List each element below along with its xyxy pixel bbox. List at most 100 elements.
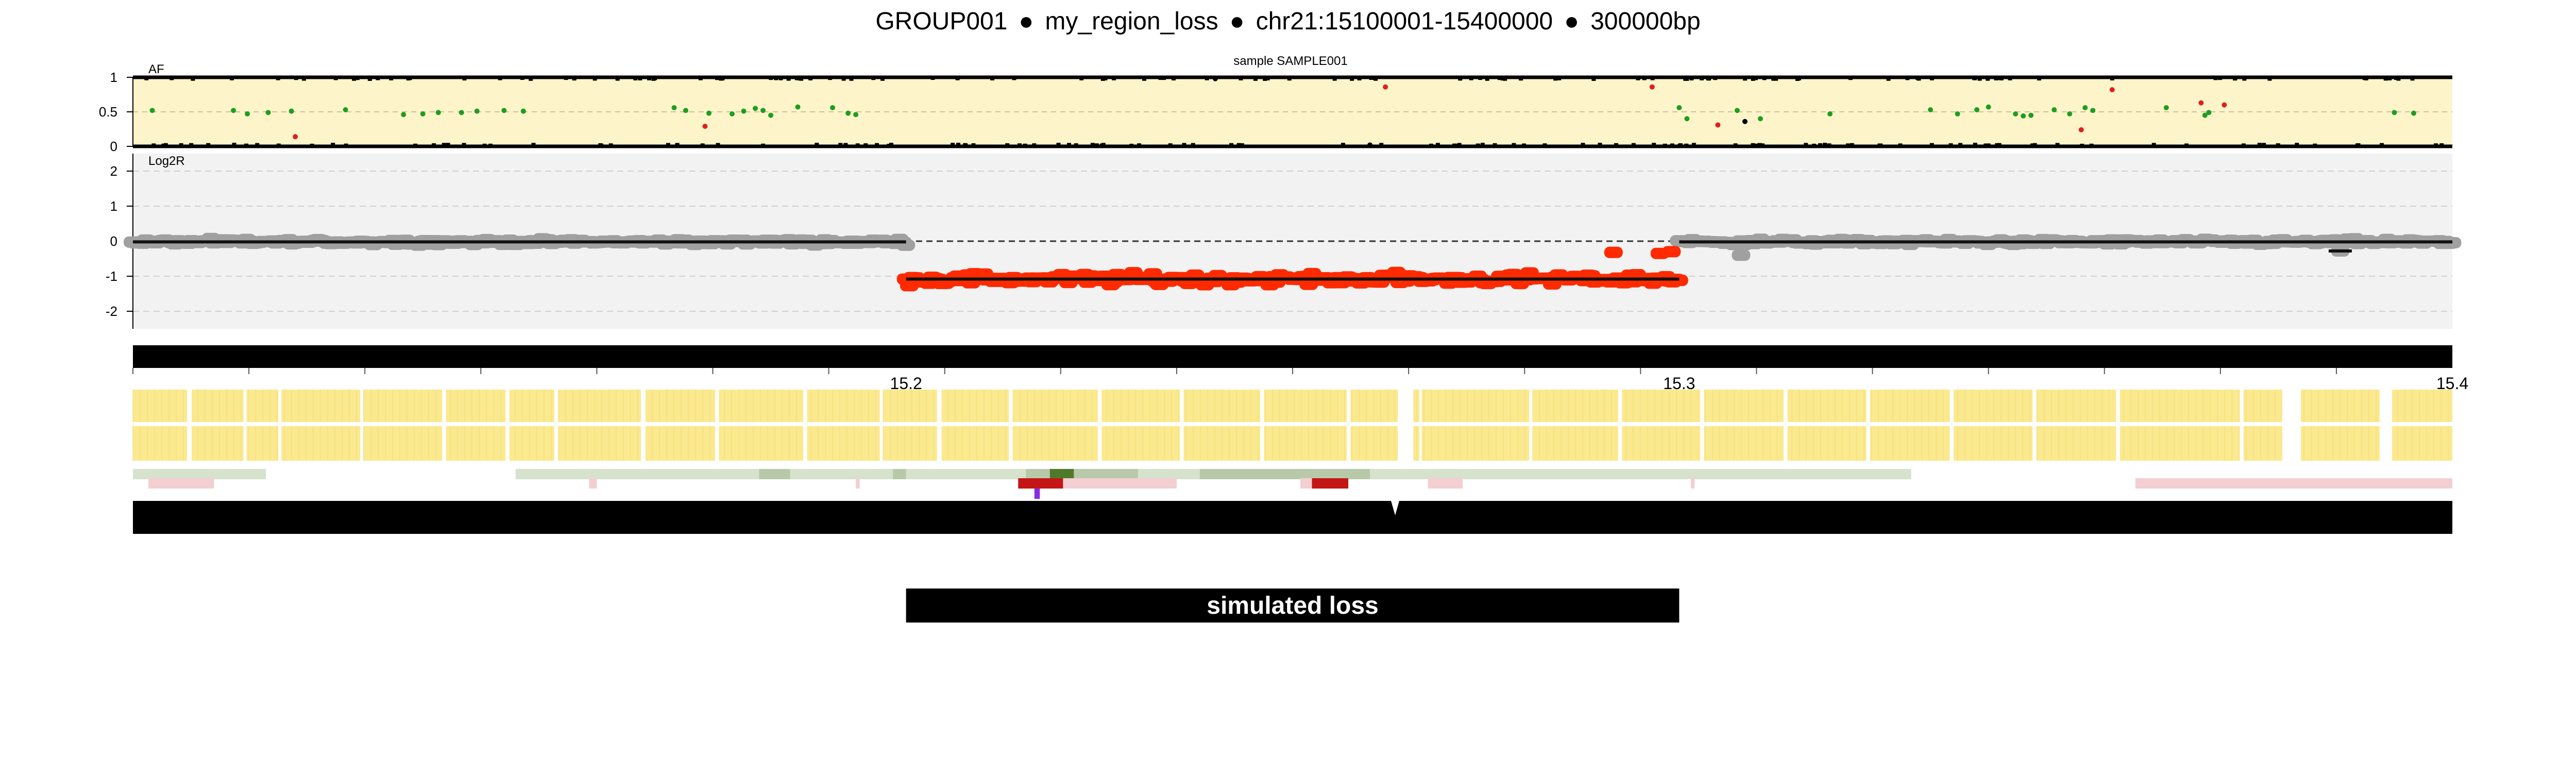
af-odd-point (1383, 84, 1388, 90)
af-hom-point (2313, 143, 2317, 147)
af-hom-point (1753, 77, 1758, 80)
af-hom-point (161, 143, 166, 147)
af-hom-point (1760, 143, 1765, 147)
annotation-pink-band (1149, 478, 1173, 489)
af-hom-point (1182, 143, 1187, 146)
af-hom-point (863, 143, 868, 147)
af-hom-point (2233, 77, 2238, 80)
af-hom-point (1476, 143, 1480, 147)
af-het-point (2392, 110, 2397, 115)
af-hom-point (956, 143, 961, 146)
af-hom-point (1755, 143, 1759, 147)
feature-gap (278, 390, 282, 461)
af-hom-point (774, 77, 778, 80)
af-hom-point (1684, 143, 1689, 147)
af-hom-point (1236, 143, 1241, 146)
af-het-point (2163, 105, 2169, 110)
feature-gap (360, 390, 364, 461)
af-hom-point (355, 77, 360, 80)
af-hom-point (333, 77, 338, 80)
af-hom-point (1137, 143, 1142, 147)
af-het-point (289, 108, 294, 114)
af-hom-point (1636, 77, 1640, 80)
af-hom-point (1485, 77, 1489, 81)
af-hom-point (564, 77, 568, 80)
af-odd-point (702, 124, 708, 129)
group-label: GROUP001 (875, 8, 1008, 35)
title-separator: ● (1229, 8, 1245, 35)
af-hom-point (1458, 77, 1463, 81)
feature-gap (187, 390, 192, 461)
af-het-point (474, 108, 480, 114)
af-hom-point (843, 143, 848, 146)
af-het-point (1676, 105, 1682, 110)
af-het-point (2052, 107, 2057, 112)
af-hom-point (482, 143, 487, 147)
annotation-pink-band (148, 478, 214, 489)
af-hom-point (1848, 77, 1853, 80)
af-hom-point (2276, 143, 2280, 147)
af-het-point (401, 112, 406, 117)
af-hom-point (352, 77, 357, 81)
af-het-point (1734, 108, 1740, 113)
af-hom-point (1357, 77, 1362, 81)
af-odd-point (2078, 127, 2084, 132)
af-hom-point (1898, 143, 1903, 147)
feature-gap (243, 390, 247, 461)
bottom-track-bar (133, 501, 2452, 534)
af-het-point (435, 110, 441, 115)
feature-gap (1398, 390, 1414, 461)
af-hom-point (389, 77, 394, 80)
log2r-loss-point (1662, 246, 1681, 258)
feature-gap (2240, 390, 2244, 461)
log2r-ytick-label: 0 (110, 233, 117, 249)
af-hom-point (1066, 143, 1071, 146)
af-hom-point (1435, 143, 1440, 146)
feature-gap (1529, 390, 1533, 461)
feature-gap (2032, 390, 2037, 461)
af-hom-point (1469, 77, 1473, 80)
af-hom-point (808, 77, 813, 80)
af-hom-point (498, 77, 502, 80)
af-hom-point (1652, 143, 1656, 146)
af-odd-point (2222, 102, 2227, 108)
af-het-point (768, 112, 774, 118)
af-panel-title: sample SAMPLE001 (1233, 54, 1347, 68)
annotation-red-band (1018, 478, 1063, 489)
feature-gap (1950, 390, 1954, 461)
log2r-ytick-label: 1 (110, 198, 117, 214)
af-hom-point (232, 142, 236, 146)
annotation-pink-band (589, 478, 597, 489)
feature-gap (1419, 390, 1422, 461)
af-hom-point (651, 77, 656, 81)
af-hom-point (206, 143, 211, 146)
af-hom-point (1129, 143, 1134, 147)
af-hom-point (715, 77, 719, 80)
af-hom-point (1379, 143, 1384, 146)
af-hom-point (462, 77, 467, 81)
af-hom-point (442, 143, 446, 146)
af-hom-point (432, 143, 436, 146)
feature-gap (554, 390, 558, 461)
annotation-pink-band (1428, 478, 1463, 489)
af-hom-point (1706, 77, 1710, 80)
feature-gap (1097, 390, 1102, 461)
af-hom-point (1263, 77, 1267, 81)
feature-gap (2379, 390, 2392, 461)
annotation-purple-mark (1034, 489, 1040, 499)
af-het-point (795, 104, 801, 110)
af-hom-point (638, 77, 642, 80)
af-hom-point (189, 143, 194, 146)
af-hom-point (2262, 143, 2266, 146)
bottom-track-notch (1391, 501, 1399, 515)
af-het-point (2082, 105, 2088, 110)
call-bar (906, 589, 1680, 623)
af-odd-point (1649, 84, 1655, 90)
af-hom-point (698, 77, 703, 80)
af-het-point (1974, 107, 1980, 112)
af-hom-point (1500, 77, 1505, 81)
annotation-pink-band (1114, 478, 1138, 489)
af-hom-point (1685, 77, 1689, 81)
af-hom-point (1631, 143, 1636, 146)
